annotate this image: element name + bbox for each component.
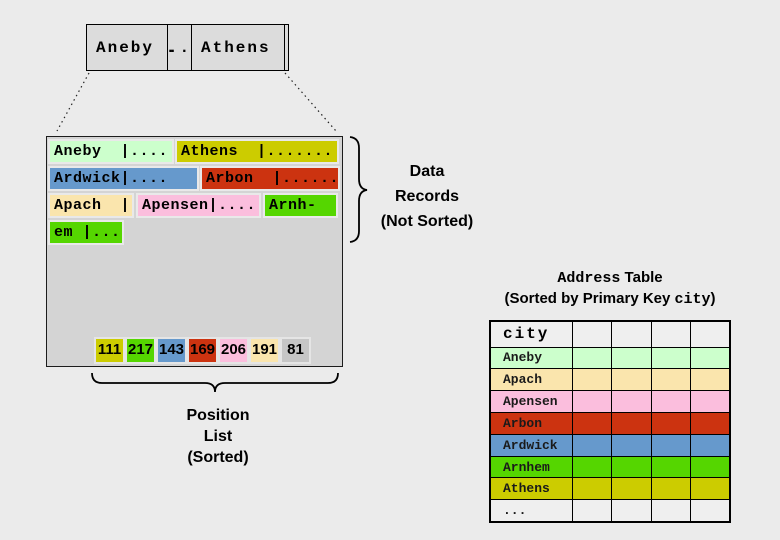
label-line: Data — [409, 163, 445, 180]
table-row-ellipsis: ... — [491, 500, 729, 522]
table-cell — [691, 457, 729, 478]
table-cell — [652, 456, 691, 478]
table-cell — [652, 347, 691, 369]
table-cell — [573, 347, 613, 369]
data-records-label: Data Records (Not Sorted) — [372, 159, 482, 234]
position-cell: 81 — [280, 337, 311, 364]
table-row: Ardwick — [491, 434, 729, 457]
record-cell-apensen: Apensen|.... — [136, 193, 261, 218]
label-line: Records — [394, 188, 460, 205]
table-row: Athens — [491, 478, 729, 501]
record-cell-athens: Athens |....... — [175, 139, 339, 164]
truncated-record-strip: Aneby . .. Athens — [86, 24, 289, 71]
title-table-name: Address — [557, 270, 621, 287]
title-line1: Address Table — [470, 268, 750, 289]
column-header-city: city — [491, 322, 573, 347]
table-cell — [691, 322, 729, 347]
table-cell — [652, 391, 691, 412]
address-table-title: Address Table (Sorted by Primary Key cit… — [470, 268, 750, 310]
label-line: (Not Sorted) — [380, 213, 474, 230]
table-cell — [573, 434, 613, 456]
table-cell — [573, 478, 613, 500]
record-cell-ardwick: Ardwick|.... — [48, 166, 199, 191]
position-cell: 169 — [187, 337, 218, 364]
table-row: Apach — [491, 369, 729, 392]
position-cell: 191 — [249, 337, 280, 364]
table-cell — [612, 369, 652, 391]
table-cell — [691, 391, 729, 412]
position-list-label: Position List (Sorted) — [148, 405, 288, 468]
city-cell: ... — [491, 500, 573, 522]
table-cell — [691, 435, 729, 456]
table-cell — [612, 456, 652, 478]
record-cell-apach: Apach | — [48, 193, 134, 218]
city-cell: Athens — [491, 478, 573, 500]
table-cell — [573, 322, 613, 347]
city-cell: Apensen — [491, 391, 573, 412]
table-cell — [573, 391, 613, 412]
table-cell — [612, 412, 652, 434]
strip-cell-ellipsis: .. — [168, 25, 192, 70]
position-cell: 206 — [218, 337, 249, 364]
record-cell-aneby: Aneby |.... — [48, 139, 174, 164]
record-cell-arbon: Arbon |...... — [200, 166, 340, 191]
table-cell — [691, 413, 729, 434]
table-cell — [573, 456, 613, 478]
city-cell: Arbon — [491, 412, 573, 434]
title-line2: (Sorted by Primary Key city) — [470, 289, 750, 310]
table-cell — [652, 500, 691, 522]
city-cell: Ardwick — [491, 434, 573, 456]
position-cell: 143 — [156, 337, 187, 364]
table-cell — [652, 369, 691, 391]
table-cell — [691, 478, 729, 499]
table-row: Aneby — [491, 347, 729, 370]
brace-data-records-icon — [349, 136, 368, 243]
record-cell-arnhem-part1: Arnh- — [263, 193, 338, 218]
table-cell — [691, 369, 729, 390]
position-cell: 111 — [94, 337, 125, 364]
table-row: Arnhem — [491, 456, 729, 479]
table-row: Arbon — [491, 412, 729, 435]
table-cell — [691, 348, 729, 369]
label-line: List — [203, 428, 233, 445]
table-cell — [612, 347, 652, 369]
table-cell — [612, 478, 652, 500]
table-cell — [652, 322, 691, 347]
city-cell: Arnhem — [491, 456, 573, 478]
table-cell — [691, 500, 729, 521]
table-cell — [573, 500, 613, 522]
table-cell — [573, 369, 613, 391]
table-cell — [652, 412, 691, 434]
subtitle-suffix: ) — [710, 290, 716, 307]
label-line: Position — [186, 407, 250, 424]
address-table: city Aneby Apach Apensen Arbon Ardwick A… — [489, 320, 731, 523]
dotted-connector-left-icon — [56, 72, 90, 132]
subtitle-prefix: (Sorted by Primary Key — [504, 290, 675, 307]
table-cell — [612, 322, 652, 347]
label-line: (Sorted) — [187, 449, 249, 466]
subtitle-key: city — [674, 291, 711, 308]
record-cell-arnhem-part2: em |... — [48, 220, 124, 245]
table-row: Apensen — [491, 391, 729, 413]
strip-cell-aneby: Aneby . — [87, 25, 175, 70]
table-cell — [612, 434, 652, 456]
title-rest: Table — [620, 269, 663, 286]
table-cell — [652, 478, 691, 500]
table-cell — [612, 500, 652, 522]
table-header-row: city — [491, 322, 729, 348]
strip-cell-sliver — [285, 25, 288, 70]
table-cell — [573, 412, 613, 434]
table-cell — [652, 434, 691, 456]
table-cell — [612, 391, 652, 412]
strip-cell-athens: Athens — [192, 25, 285, 70]
position-cell: 217 — [125, 337, 156, 364]
city-cell: Aneby — [491, 347, 573, 369]
brace-position-list-icon — [91, 372, 339, 393]
dotted-connector-right-icon — [284, 72, 337, 132]
city-cell: Apach — [491, 369, 573, 391]
